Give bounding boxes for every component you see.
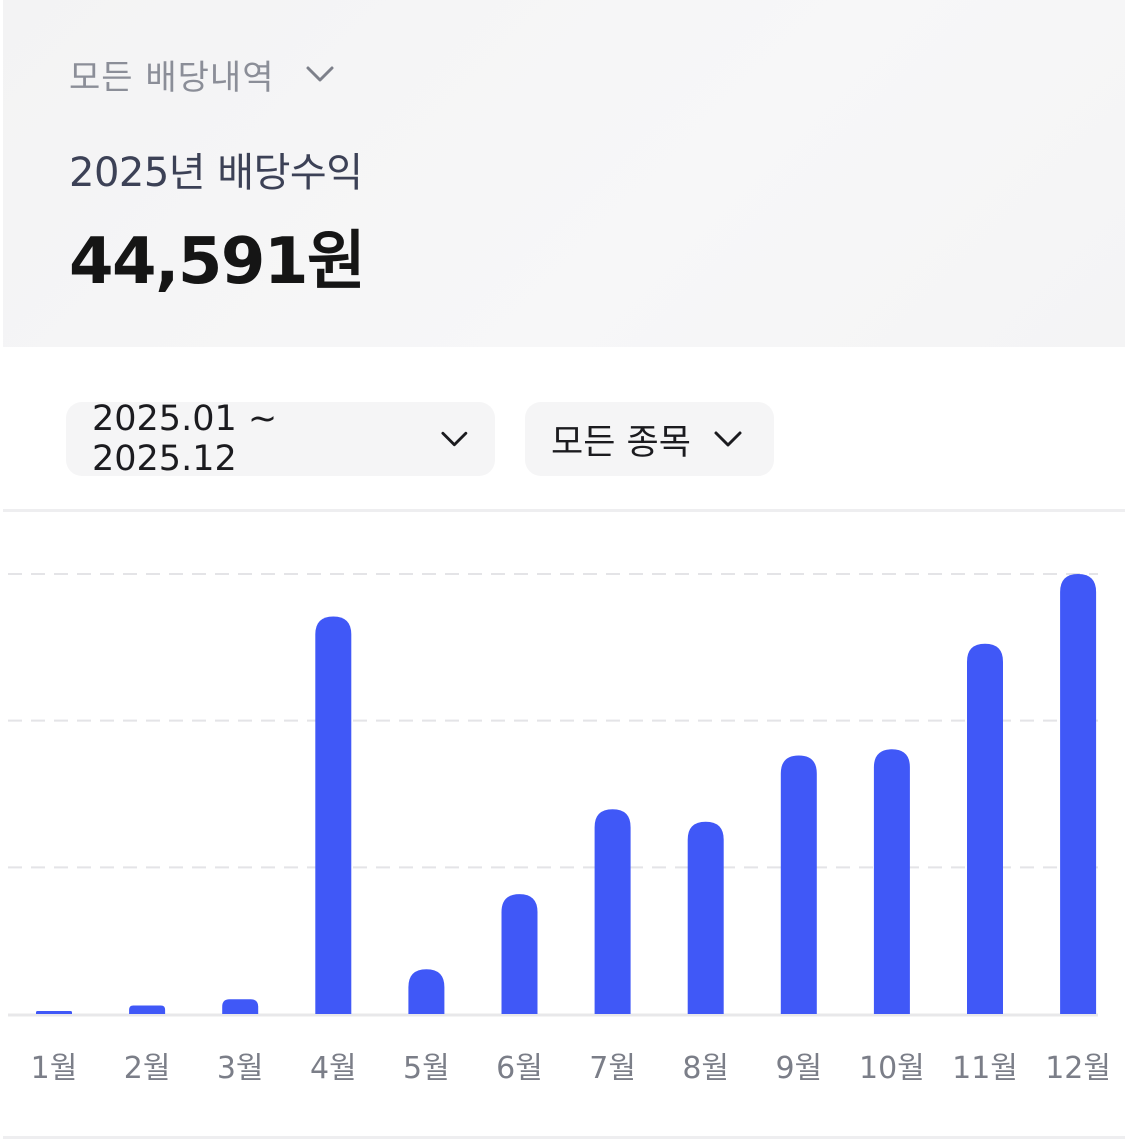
x-tick-label: 4월 [310,1051,357,1086]
monthly-dividend-bar-chart: 1월 2월 3월 4월 5월 6월 7월 8월 9월 10월 11월 12월 [8,573,1111,1086]
x-tick-label: 8월 [682,1051,729,1086]
year-dividend-title: 2025년 배당수익 [69,150,363,196]
total-dividend-amount: 44,591원 [69,225,366,299]
bar-5[interactable] [408,969,445,1014]
dividend-header: 모든 배당내역 2025년 배당수익 44,591원 [3,0,1125,347]
bar-6[interactable] [501,894,538,1014]
chart-x-labels: 1월 2월 3월 4월 5월 6월 7월 8월 9월 10월 11월 12월 [31,1051,1111,1086]
chart-gridlines [8,573,1098,1017]
x-tick-label: 11월 [952,1051,1018,1086]
bar-7[interactable] [594,809,631,1014]
x-tick-label: 9월 [775,1051,822,1086]
bar-8[interactable] [687,821,724,1014]
date-range-filter[interactable]: 2025.01 ~ 2025.12 [66,399,495,479]
bar-4[interactable] [315,616,352,1014]
chart-bars [36,574,1097,1014]
bar-2[interactable] [129,1005,166,1014]
x-tick-label: 5월 [403,1051,450,1086]
x-tick-label: 3월 [217,1051,264,1086]
x-tick-label: 2월 [124,1051,171,1086]
x-tick-label: 1월 [31,1051,78,1086]
chevron-down-icon [441,431,468,447]
chevron-down-icon [306,66,333,82]
chart-top-divider [3,509,1125,512]
chevron-down-icon [714,431,742,447]
stock-filter-label: 모든 종목 [551,422,691,463]
x-tick-label: 12월 [1045,1051,1111,1086]
x-tick-label: 6월 [496,1051,543,1086]
date-range-label: 2025.01 ~ 2025.12 [92,399,278,479]
chart-bottom-divider [3,1136,1125,1139]
history-type-label: 모든 배당내역 [69,57,275,98]
bar-1[interactable] [36,1011,72,1014]
x-tick-label: 7월 [589,1051,636,1086]
bar-12[interactable] [1060,574,1097,1014]
bar-9[interactable] [780,755,817,1014]
stock-filter[interactable]: 모든 종목 [525,402,774,476]
bar-3[interactable] [222,999,259,1014]
history-type-dropdown[interactable]: 모든 배당내역 [69,46,335,102]
bar-11[interactable] [967,643,1003,1014]
bar-10[interactable] [873,749,910,1014]
x-tick-label: 10월 [859,1051,925,1086]
